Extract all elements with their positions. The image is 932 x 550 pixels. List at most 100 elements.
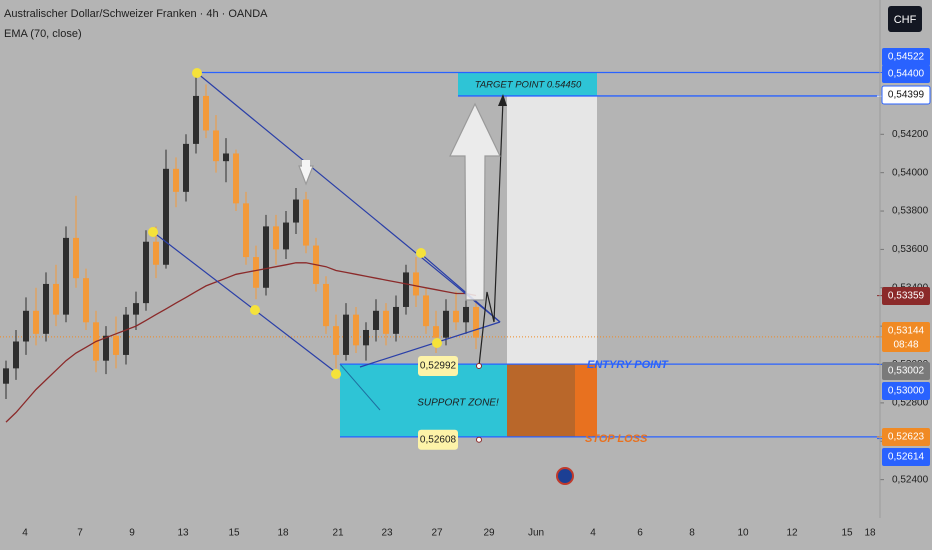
candle-body <box>203 95 209 131</box>
candle-body <box>433 326 439 338</box>
price-label-dot <box>476 363 482 370</box>
candle-body <box>133 303 139 315</box>
candle-body <box>273 226 279 250</box>
candle-body <box>103 335 109 361</box>
chart-title: Australischer Dollar/Schweizer Franken ·… <box>4 8 268 20</box>
candle-body <box>223 153 229 162</box>
candle-body <box>193 95 199 144</box>
entry-label: ENTYRY POINT <box>587 359 669 371</box>
candle-body <box>343 314 349 355</box>
price-tag <box>882 362 930 380</box>
countdown-label: 08:48 <box>893 340 918 351</box>
x-tick-label: 29 <box>483 528 495 539</box>
price-tag-label: 0,52614 <box>888 452 925 463</box>
candle-body <box>453 310 459 323</box>
currency-badge[interactable] <box>888 6 922 32</box>
x-tick-label: 23 <box>381 528 393 539</box>
price-tag <box>882 448 930 466</box>
candle-body <box>353 314 359 346</box>
price-label-box <box>418 429 458 450</box>
candle-body <box>383 310 389 334</box>
up-arrow <box>449 102 501 301</box>
target-box <box>458 73 597 96</box>
x-tick-label: 18 <box>277 528 289 539</box>
candle-body <box>413 272 419 296</box>
x-tick-label: 7 <box>77 528 83 539</box>
projection-path <box>478 99 504 367</box>
channel-line <box>196 72 501 323</box>
candle-body <box>443 310 449 338</box>
price-tag <box>882 65 930 83</box>
x-tick-label: 4 <box>590 528 596 539</box>
currency-label[interactable]: CHF <box>894 14 917 26</box>
candle-body <box>423 295 429 327</box>
x-tick-label: 18 <box>864 528 876 539</box>
price-tag <box>882 322 930 352</box>
price-label-box <box>418 356 458 377</box>
x-tick-label: 6 <box>637 528 643 539</box>
price-tag <box>882 48 930 66</box>
price-tag-label: 0,54399 <box>888 90 925 101</box>
candle-body <box>53 283 59 315</box>
candle-body <box>233 153 239 204</box>
candle-body <box>253 257 259 288</box>
y-tick-label: 0,52400 <box>892 474 929 485</box>
candle-body <box>323 283 329 327</box>
candle-body <box>173 168 179 192</box>
pivot-dot <box>416 248 426 258</box>
price-tag-label: 0,53002 <box>888 366 925 377</box>
candle-body <box>403 272 409 307</box>
candle-body <box>263 226 269 288</box>
zone-line <box>339 363 381 411</box>
candle-body <box>243 203 249 258</box>
stop-zone-edge <box>575 364 597 437</box>
candle-body <box>363 329 369 346</box>
candle-body <box>473 306 479 338</box>
x-tick-label: 10 <box>737 528 749 539</box>
down-arrow-shaft <box>302 160 310 167</box>
candle-body <box>373 310 379 330</box>
pivot-dot <box>148 227 158 237</box>
x-tick-label: 15 <box>228 528 240 539</box>
candle-body <box>463 306 469 323</box>
candle-body <box>183 143 189 192</box>
price-label-dot <box>476 436 482 443</box>
y-tick-label: 0,54000 <box>892 167 929 178</box>
candle-body <box>123 314 129 355</box>
candle-body <box>143 241 149 304</box>
pivot-dot <box>250 305 260 315</box>
triangle-line <box>359 321 501 368</box>
x-tick-label: 21 <box>332 528 344 539</box>
drawings <box>148 68 507 379</box>
candle-body <box>43 283 49 334</box>
projection-box <box>507 96 597 364</box>
candle-body <box>283 222 289 250</box>
support-zone <box>340 364 507 437</box>
overlay: TARGET POINT 0.54450 SUPPORT ZONE! ENTYRY … <box>417 48 931 466</box>
x-tick-label: 27 <box>431 528 443 539</box>
x-tick-label: 12 <box>786 528 798 539</box>
candle-body <box>293 199 299 223</box>
x-tick-label: 13 <box>177 528 189 539</box>
y-tick-label: 0,53800 <box>892 206 929 217</box>
candle-body <box>163 168 169 265</box>
support-label: SUPPORT ZONE! <box>417 398 499 409</box>
price-tag-label: 0,53144 <box>888 326 925 337</box>
ema-line <box>5 262 477 423</box>
pivot-dot <box>192 68 202 78</box>
y-tick-label: 0,54200 <box>892 129 929 140</box>
candle-body <box>63 237 69 315</box>
price-tag <box>882 428 930 446</box>
event-flag <box>556 467 574 485</box>
candle-body <box>303 199 309 246</box>
indicator-label: EMA (70, close) <box>4 28 82 40</box>
x-tick-label: 15 <box>841 528 853 539</box>
price-tag-label: 0,54522 <box>888 52 925 63</box>
target-label: TARGET POINT 0.54450 <box>475 80 582 91</box>
candle-body <box>153 241 159 265</box>
triangle-line <box>419 252 501 323</box>
candle-body <box>73 237 79 279</box>
price-tag-label: 0,53000 <box>888 386 925 397</box>
candle-body <box>3 368 9 384</box>
